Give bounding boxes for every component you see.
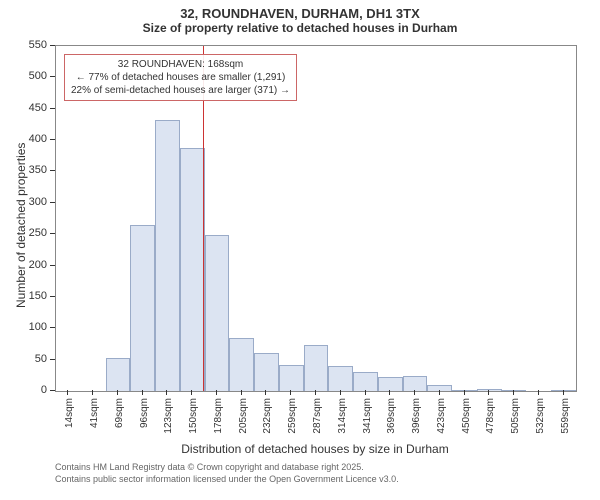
footer-line1: Contains HM Land Registry data © Crown c…	[55, 462, 399, 474]
x-axis-label: Distribution of detached houses by size …	[55, 442, 575, 456]
chart-container: 32, ROUNDHAVEN, DURHAM, DH1 3TX Size of …	[0, 0, 600, 500]
histogram-bar	[304, 345, 329, 391]
x-tick-mark	[67, 390, 68, 395]
x-tick-mark	[389, 390, 390, 395]
annotation-box: 32 ROUNDHAVEN: 168sqm← 77% of detached h…	[64, 54, 297, 101]
y-tick-mark	[50, 202, 55, 203]
histogram-bar	[353, 372, 378, 391]
x-tick-mark	[563, 390, 564, 395]
y-tick-label: 350	[17, 164, 47, 176]
plot-area: 32 ROUNDHAVEN: 168sqm← 77% of detached h…	[55, 45, 577, 392]
x-tick-label: 14sqm	[64, 398, 75, 428]
x-tick-mark	[365, 390, 366, 395]
x-tick-label: 369sqm	[386, 398, 397, 434]
x-tick-label: 232sqm	[262, 398, 273, 434]
x-tick-label: 287sqm	[312, 398, 323, 434]
y-tick-mark	[50, 76, 55, 77]
x-tick-label: 96sqm	[139, 398, 150, 428]
y-tick-label: 150	[17, 290, 47, 302]
x-tick-label: 423sqm	[436, 398, 447, 434]
x-tick-label: 41sqm	[89, 398, 100, 428]
x-tick-label: 150sqm	[188, 398, 199, 434]
histogram-bar	[254, 353, 279, 391]
y-tick-mark	[50, 108, 55, 109]
x-tick-mark	[488, 390, 489, 395]
histogram-bar	[427, 385, 452, 391]
y-tick-label: 100	[17, 321, 47, 333]
y-tick-label: 300	[17, 196, 47, 208]
x-tick-label: 532sqm	[535, 398, 546, 434]
y-tick-mark	[50, 233, 55, 234]
x-tick-mark	[315, 390, 316, 395]
x-tick-mark	[538, 390, 539, 395]
x-tick-label: 341sqm	[362, 398, 373, 434]
x-tick-label: 396sqm	[411, 398, 422, 434]
histogram-bar	[403, 376, 428, 391]
x-tick-mark	[142, 390, 143, 395]
footer-credits: Contains HM Land Registry data © Crown c…	[55, 462, 399, 485]
annotation-line: 22% of semi-detached houses are larger (…	[71, 84, 290, 97]
x-tick-label: 178sqm	[213, 398, 224, 434]
x-tick-mark	[513, 390, 514, 395]
y-tick-label: 450	[17, 102, 47, 114]
title-block: 32, ROUNDHAVEN, DURHAM, DH1 3TX Size of …	[0, 0, 600, 35]
x-tick-mark	[414, 390, 415, 395]
x-tick-label: 259sqm	[287, 398, 298, 434]
x-tick-label: 559sqm	[560, 398, 571, 434]
title-sub: Size of property relative to detached ho…	[0, 21, 600, 35]
x-tick-mark	[464, 390, 465, 395]
histogram-bar	[205, 235, 230, 391]
x-tick-label: 314sqm	[337, 398, 348, 434]
x-tick-mark	[191, 390, 192, 395]
x-tick-label: 505sqm	[510, 398, 521, 434]
x-tick-mark	[92, 390, 93, 395]
y-tick-mark	[50, 265, 55, 266]
title-main: 32, ROUNDHAVEN, DURHAM, DH1 3TX	[0, 6, 600, 21]
x-tick-mark	[340, 390, 341, 395]
histogram-bar	[551, 390, 576, 391]
histogram-bar	[130, 225, 155, 391]
y-tick-label: 400	[17, 133, 47, 145]
x-tick-mark	[117, 390, 118, 395]
x-tick-label: 478sqm	[485, 398, 496, 434]
y-tick-label: 550	[17, 39, 47, 51]
y-tick-label: 250	[17, 227, 47, 239]
y-tick-label: 50	[17, 353, 47, 365]
footer-line2: Contains public sector information licen…	[55, 474, 399, 486]
y-tick-label: 200	[17, 259, 47, 271]
y-tick-mark	[50, 139, 55, 140]
x-tick-mark	[166, 390, 167, 395]
y-tick-label: 0	[17, 384, 47, 396]
histogram-bar	[229, 338, 254, 391]
histogram-bar	[452, 390, 477, 391]
y-tick-mark	[50, 327, 55, 328]
histogram-bar	[378, 377, 403, 391]
y-tick-mark	[50, 45, 55, 46]
y-tick-mark	[50, 390, 55, 391]
y-tick-mark	[50, 359, 55, 360]
histogram-bar	[155, 120, 180, 391]
x-tick-mark	[241, 390, 242, 395]
y-tick-label: 500	[17, 70, 47, 82]
x-tick-mark	[439, 390, 440, 395]
x-tick-label: 450sqm	[461, 398, 472, 434]
annotation-line: 32 ROUNDHAVEN: 168sqm	[71, 58, 290, 71]
histogram-bar	[180, 148, 205, 391]
x-tick-label: 123sqm	[163, 398, 174, 434]
x-tick-mark	[290, 390, 291, 395]
histogram-bar	[279, 365, 304, 391]
histogram-bar	[106, 358, 131, 391]
y-tick-mark	[50, 170, 55, 171]
y-tick-mark	[50, 296, 55, 297]
x-tick-label: 205sqm	[238, 398, 249, 434]
annotation-line: ← 77% of detached houses are smaller (1,…	[71, 71, 290, 84]
x-tick-label: 69sqm	[114, 398, 125, 428]
x-tick-mark	[265, 390, 266, 395]
x-tick-mark	[216, 390, 217, 395]
histogram-bar	[328, 366, 353, 391]
